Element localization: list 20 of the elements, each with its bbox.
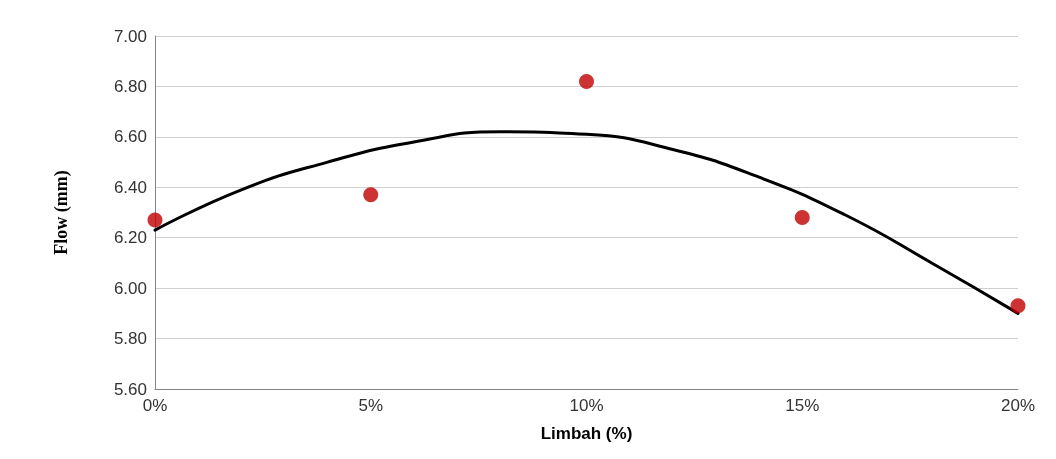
y-tick-label: 6.80 (113, 76, 147, 96)
y-tick-label: 7.00 (113, 26, 147, 46)
point (794, 210, 810, 226)
point (363, 187, 379, 203)
point (147, 212, 163, 228)
y-tick-label: 5.80 (113, 329, 147, 349)
x-tick-label: 15% (785, 396, 820, 415)
y-tick-label: 6.00 (113, 278, 147, 298)
y-tick-label: 6.60 (113, 127, 147, 147)
x-tick-label: 10% (569, 396, 604, 415)
y-tick-label: 5.60 (113, 379, 147, 399)
x-tick-label: 0% (142, 396, 168, 415)
x-tick-label: 20% (1000, 396, 1036, 415)
y-tick-label: 6.40 (113, 177, 147, 197)
x-tick-label: 5% (358, 396, 384, 415)
x-axis-title: Limbah (%) (540, 424, 633, 443)
point (1010, 298, 1026, 314)
point (579, 73, 594, 89)
y-axis-title: Flow (mm) (51, 170, 72, 255)
y-tick-label: 6.20 (113, 228, 147, 248)
